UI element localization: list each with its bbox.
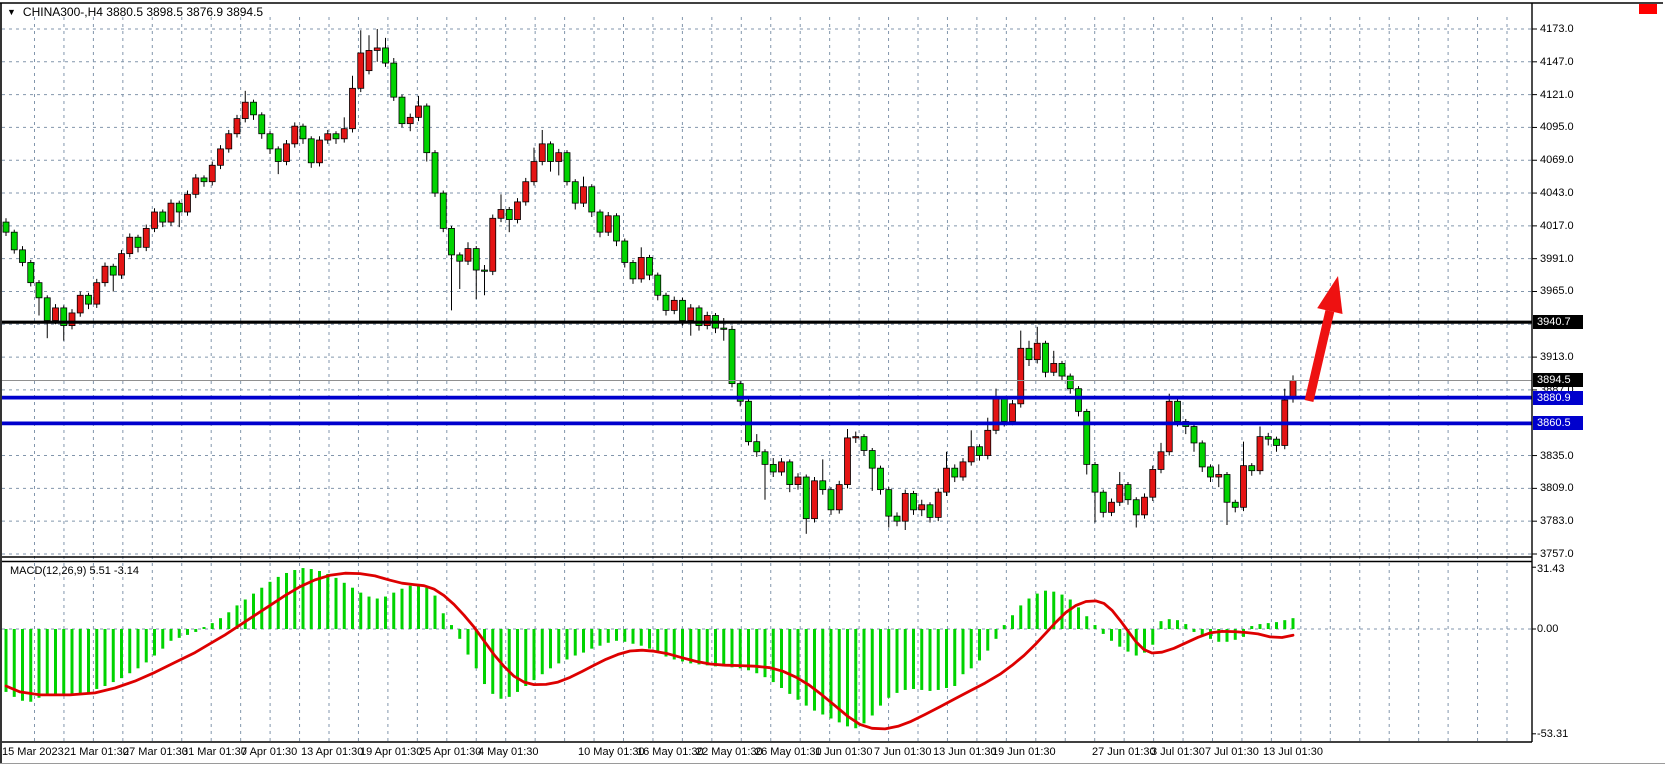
candles bbox=[2, 29, 1297, 534]
date-tick-label: 31 Mar 01:30 bbox=[182, 746, 247, 758]
price-tick-label: 3835.0 bbox=[1540, 449, 1574, 462]
date-tick-label: 19 Apr 01:30 bbox=[360, 746, 423, 758]
date-tick-label: 13 Jun 01:30 bbox=[933, 746, 997, 758]
macd-tick-label: 31.43 bbox=[1537, 563, 1565, 575]
price-tick-label: 4069.0 bbox=[1540, 154, 1574, 167]
date-tick-label: 22 May 01:30 bbox=[696, 746, 763, 758]
price-tick-label: 3783.0 bbox=[1540, 515, 1574, 528]
date-tick-label: 4 May 01:30 bbox=[478, 746, 539, 758]
vertical-gridlines bbox=[34, 17, 1508, 742]
price-tick-label: 4121.0 bbox=[1540, 88, 1574, 101]
date-tick-label: 10 May 01:30 bbox=[578, 746, 645, 758]
date-tick-label: 25 Apr 01:30 bbox=[419, 746, 482, 758]
date-tick-label: 26 May 01:30 bbox=[755, 746, 822, 758]
top-right-red-marker bbox=[1639, 4, 1657, 14]
date-tick-label: 15 Mar 2023 bbox=[2, 746, 64, 758]
chart-title: CHINA300-,H4 3880.5 3898.5 3876.9 3894.5 bbox=[22, 5, 264, 19]
price-tick-label: 3913.0 bbox=[1540, 351, 1574, 364]
macd-histogram bbox=[4, 568, 1295, 729]
macd-signal-line bbox=[4, 571, 1295, 731]
price-tick-label: 4147.0 bbox=[1540, 55, 1574, 68]
chart-title-bar: ▼ CHINA300-,H4 3880.5 3898.5 3876.9 3894… bbox=[7, 5, 263, 19]
date-tick-label: 13 Apr 01:30 bbox=[301, 746, 364, 758]
macd-tick-label: 0.00 bbox=[1537, 623, 1559, 635]
date-tick-label: 27 Mar 01:30 bbox=[123, 746, 188, 758]
date-tick-label: 19 Jun 01:30 bbox=[992, 746, 1056, 758]
date-tick-label: 7 Apr 01:30 bbox=[241, 746, 298, 758]
price-tick-label: 3809.0 bbox=[1540, 482, 1574, 495]
price-tick-label: 4095.0 bbox=[1540, 121, 1574, 134]
chevron-down-icon[interactable]: ▼ bbox=[7, 7, 16, 17]
date-tick-label: 7 Jul 01:30 bbox=[1205, 746, 1259, 758]
date-tick-label: 13 Jul 01:30 bbox=[1263, 746, 1323, 758]
price-badge-3894.5: 3894.5 bbox=[1533, 373, 1583, 388]
date-tick-label: 7 Jun 01:30 bbox=[874, 746, 932, 758]
date-tick-label: 1 Jun 01:30 bbox=[815, 746, 873, 758]
date-tick-label: 16 May 01:30 bbox=[637, 746, 704, 758]
price-badge-3940.7: 3940.7 bbox=[1533, 315, 1583, 330]
price-tick-label: 4043.0 bbox=[1540, 187, 1574, 200]
price-tick-label: 4173.0 bbox=[1540, 23, 1574, 35]
price-tick-label: 3965.0 bbox=[1540, 285, 1574, 298]
trend-arrow[interactable] bbox=[1304, 276, 1343, 403]
price-badge-3880.9: 3880.9 bbox=[1533, 390, 1583, 405]
price-tick-label: 3757.0 bbox=[1540, 547, 1574, 560]
date-tick-label: 3 Jul 01:30 bbox=[1151, 746, 1205, 758]
price-gridlines bbox=[2, 28, 1532, 630]
date-tick-label: 21 Mar 01:30 bbox=[64, 746, 129, 758]
price-badge-3860.5: 3860.5 bbox=[1533, 416, 1583, 431]
macd-indicator-label: MACD(12,26,9) 5.51 -3.14 bbox=[10, 565, 140, 577]
date-tick-label: 27 Jun 01:30 bbox=[1092, 746, 1156, 758]
price-tick-label: 4017.0 bbox=[1540, 219, 1574, 232]
price-tick-label: 3991.0 bbox=[1540, 252, 1574, 265]
macd-tick-label: -53.31 bbox=[1537, 727, 1569, 740]
